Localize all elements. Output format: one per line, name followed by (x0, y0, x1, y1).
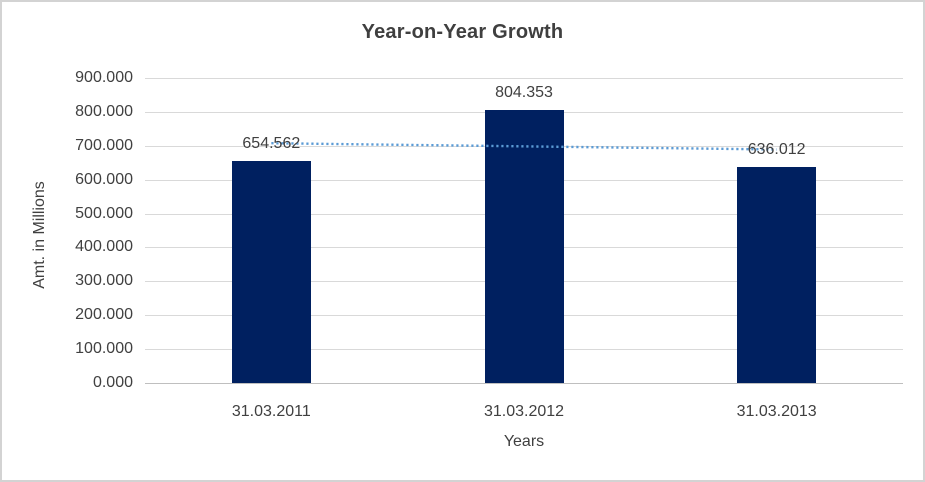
bar (737, 167, 817, 383)
data-label: 654.562 (242, 135, 301, 153)
trendline (271, 142, 777, 151)
trendline-layer (271, 142, 777, 151)
x-axis-title: Years (503, 433, 545, 450)
data-label: 636.012 (747, 141, 806, 159)
x-tick-label: 31.03.2012 (483, 403, 565, 420)
y-tick-label: 700.000 (75, 136, 133, 154)
y-tick-label: 200.000 (75, 306, 133, 324)
x-tick-label: 31.03.2013 (736, 403, 817, 420)
y-tick-label: 400.000 (75, 238, 133, 256)
gridline (145, 78, 903, 79)
y-tick-label: 900.000 (75, 69, 133, 86)
data-label: 804.353 (495, 84, 553, 102)
y-tick-label: 0.000 (92, 374, 133, 391)
bar (231, 161, 311, 383)
x-axis-line (145, 383, 903, 384)
chart-title: Year-on-Year Growth (361, 21, 564, 43)
x-tick-label: 31.03.2011 (231, 403, 311, 420)
y-tick-label: 500.000 (75, 204, 133, 222)
bar (484, 110, 564, 383)
y-tick-label: 600.000 (75, 170, 133, 188)
y-tick-label: 800.000 (75, 102, 133, 120)
y-tick-label: 300.000 (75, 272, 133, 290)
y-tick-label: 100.000 (75, 340, 133, 358)
plot-area (145, 78, 903, 384)
